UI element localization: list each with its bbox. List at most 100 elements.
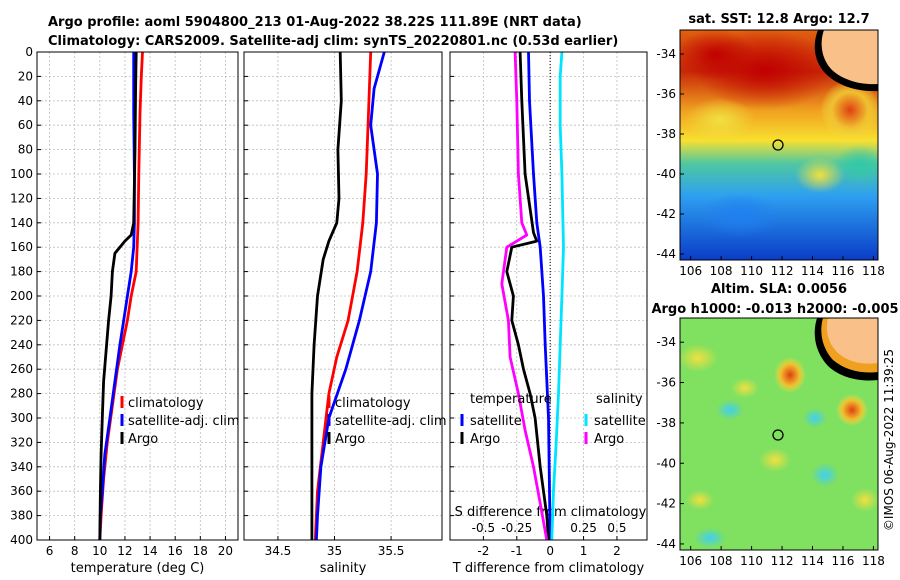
x-tick-label: -2 <box>477 544 489 558</box>
y-tick-label: 60 <box>18 118 33 132</box>
y-tick-label: 280 <box>10 387 33 401</box>
series-line-salinity-argo <box>500 51 549 541</box>
map-x-tick-label: 110 <box>740 554 763 568</box>
y-tick-label: 320 <box>10 435 33 449</box>
x-axis-label: salinity <box>320 561 367 576</box>
x-tick-label: 8 <box>71 544 79 558</box>
series-line-satellite-adj-clim <box>315 51 386 541</box>
sst-map-field <box>680 30 878 260</box>
sla-high-patch <box>774 357 806 393</box>
x-axis-label: temperature (deg C) <box>71 561 205 576</box>
sla-high-patch <box>686 490 714 510</box>
sla-high-patch <box>851 488 878 512</box>
plot-frame <box>243 51 443 541</box>
sst-land <box>821 30 878 85</box>
y-tick-label: 20 <box>18 69 33 83</box>
map-y-tick-label: -44 <box>656 247 676 261</box>
sla-high-patch <box>731 378 759 398</box>
y-tick-label: 0 <box>25 45 33 59</box>
sst-argo-marker <box>772 139 784 151</box>
sla-map-axes: 106 108 110 112 114 116 118 -34 -36 -38 -40 -42 -44 <box>656 335 884 568</box>
x-tick-label: 34.5 <box>265 544 292 558</box>
secondary-tick-label: -0.5 <box>472 521 495 535</box>
sst-warm-patch <box>680 30 755 80</box>
series-line-temperature-satellite <box>527 51 552 541</box>
sla-map-frame <box>679 317 879 551</box>
y-tick-label: 140 <box>10 216 33 230</box>
legend-entry: satellite-adj. clim <box>128 414 240 429</box>
legend-entry: Argo <box>335 432 365 447</box>
map-y-tick-label: -36 <box>656 376 676 390</box>
x-tick-label: 2 <box>613 544 621 558</box>
sla-low-patch <box>694 528 726 548</box>
series-line-salinity-satellite <box>550 51 565 541</box>
map-y-tick-label: -34 <box>656 335 676 349</box>
y-tick-label: 260 <box>10 362 33 376</box>
x-tick-label: 6 <box>46 544 54 558</box>
y-tick-label: 400 <box>10 533 33 547</box>
secondary-tick-label: 0.5 <box>607 521 626 535</box>
sla-low-patch <box>811 463 839 487</box>
map-x-tick-label: 118 <box>862 264 885 278</box>
sla-low-patch <box>716 400 744 420</box>
map-x-tick-label: 112 <box>771 264 794 278</box>
legend-entry: Argo <box>594 432 624 447</box>
x-tick-label: 16 <box>168 544 183 558</box>
legend-entry: satellite <box>470 414 522 429</box>
sst-cool-patch <box>700 193 780 237</box>
map-y-tick-label: -38 <box>656 416 676 430</box>
temperature-panel: 0 20 40 60 80 100 120 140 160 180 200 220 240 260 280 3… <box>10 45 240 576</box>
legend-entry: Argo <box>128 432 158 447</box>
x-tick-label: 0 <box>546 544 554 558</box>
sla-high-patch <box>759 448 791 472</box>
map-y-tick-label: -42 <box>656 497 676 511</box>
x-tick-label: 10 <box>92 544 107 558</box>
map-x-tick-label: 108 <box>710 554 733 568</box>
map-x-tick-label: 114 <box>801 264 824 278</box>
legend-entry: climatology <box>335 396 411 411</box>
sla-high-patch <box>680 344 718 372</box>
legend-entry: satellite-adj. clim <box>335 414 447 429</box>
map-y-tick-label: -42 <box>656 207 676 221</box>
y-tick-label: 40 <box>18 94 33 108</box>
y-tick-label: 340 <box>10 460 33 474</box>
legend-entry: climatology <box>128 396 204 411</box>
sla-high-patch <box>836 394 868 426</box>
sla-land <box>826 318 878 364</box>
x-tick-label: 35.5 <box>378 544 405 558</box>
x-tick-label: 1 <box>580 544 588 558</box>
map-x-tick-label: 116 <box>832 554 855 568</box>
sst-warm-patch <box>820 80 878 140</box>
sla-map-title: Altim. SLA: 0.0056 <box>711 282 847 297</box>
sst-mid-patch <box>835 145 878 185</box>
plot-frame <box>449 51 648 541</box>
y-tick-label: 240 <box>10 338 33 352</box>
salinity-panel: 34.5 35 35.5 salinity climatology satellite-a… <box>243 51 447 576</box>
y-tick-label: 180 <box>10 265 33 279</box>
x-axis-label: T difference from climatology <box>452 561 645 576</box>
y-tick-label: 160 <box>10 240 33 254</box>
y-tick-label: 360 <box>10 484 33 498</box>
y-tick-label: 80 <box>18 143 33 157</box>
sst-map-axes: 106 108 110 112 114 116 118 -34 -36 -38 -40 -42 -44 <box>656 47 884 278</box>
y-tick-label: 120 <box>10 191 33 205</box>
map-x-tick-label: 106 <box>679 554 702 568</box>
legend-title: temperature <box>470 392 552 407</box>
legend-entry: satellite <box>594 414 646 429</box>
x-tick-label: 35 <box>327 544 342 558</box>
map-x-tick-label: 118 <box>862 554 885 568</box>
sst-map-panel: sat. SST: 12.8 Argo: 12.7 106 108 110 112 11… <box>656 12 884 278</box>
copyright-label: ©IMOS 06-Aug-2022 11:39:25 <box>882 349 896 531</box>
sst-map-frame <box>679 29 879 261</box>
x-tick-label: 18 <box>193 544 208 558</box>
y-tick-label: 300 <box>10 411 33 425</box>
legend-entry: Argo <box>470 432 500 447</box>
map-x-tick-label: 110 <box>740 264 763 278</box>
sla-map-panel: Altim. SLA: 0.0056 Argo h1000: -0.013 h2… <box>651 282 898 568</box>
sst-map-title: sat. SST: 12.8 Argo: 12.7 <box>688 12 869 27</box>
map-y-tick-label: -38 <box>656 127 676 141</box>
x-tick-label: 20 <box>218 544 233 558</box>
